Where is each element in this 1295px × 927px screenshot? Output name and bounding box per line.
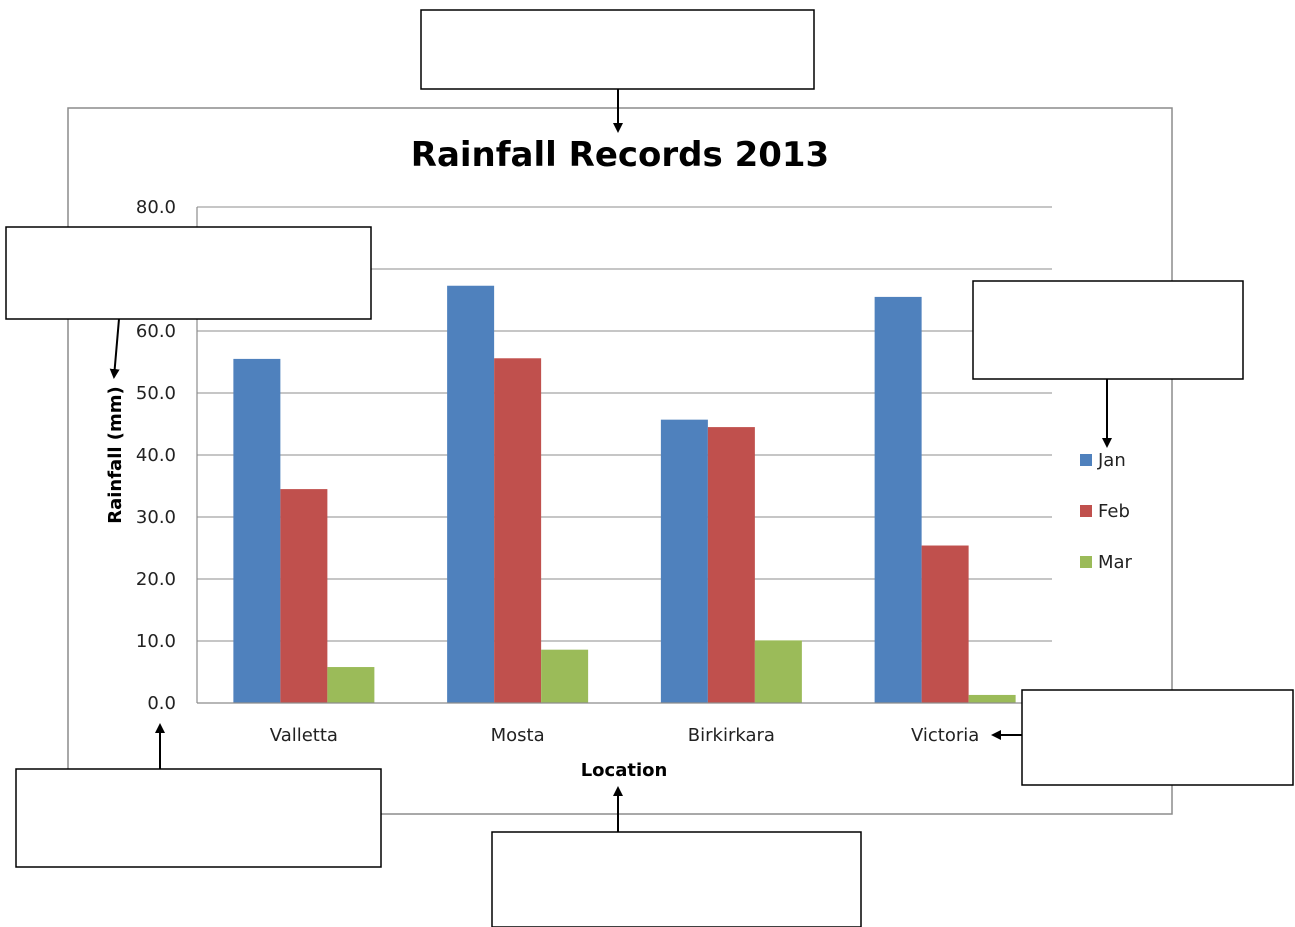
bar-feb-mosta [494, 358, 542, 703]
bar-jan-mosta [447, 285, 495, 703]
bar-mar-mosta [541, 649, 589, 703]
y-tick-label: 60.0 [136, 321, 176, 342]
legend-label-feb: Feb [1098, 501, 1130, 522]
bar-mar-valletta [327, 667, 375, 703]
x-category-label: Mosta [491, 725, 545, 746]
bar-jan-birkirkara [660, 419, 708, 703]
bar-feb-victoria [921, 545, 969, 703]
annotation-box-category-label [1021, 689, 1294, 786]
bar-jan-valletta [233, 358, 281, 703]
bar-mar-birkirkara [754, 640, 802, 703]
bar-jan-victoria [874, 296, 922, 703]
annotation-box-y-axis-title [5, 226, 372, 320]
x-axis-title: Location [581, 760, 668, 781]
bar-feb-birkirkara [707, 427, 755, 703]
x-category-label: Victoria [911, 725, 979, 746]
annotation-box-y-axis-origin [15, 768, 382, 868]
y-tick-label: 30.0 [136, 507, 176, 528]
x-category-label: Valletta [270, 725, 338, 746]
x-axis-category-labels: Valletta Mosta Birkirkara Victoria [270, 725, 980, 746]
x-category-label: Birkirkara [688, 725, 775, 746]
chart-title: Rainfall Records 2013 [411, 135, 829, 175]
legend-swatch-mar [1080, 556, 1092, 568]
y-axis-title: Rainfall (mm) [105, 386, 126, 524]
y-tick-label: 10.0 [136, 631, 176, 652]
y-tick-label: 40.0 [136, 445, 176, 466]
annotation-box-legend [972, 280, 1244, 380]
legend-label-mar: Mar [1098, 552, 1133, 573]
bars [233, 285, 1016, 703]
y-tick-label: 20.0 [136, 569, 176, 590]
legend-label-jan: Jan [1097, 450, 1126, 471]
legend: Jan Feb Mar [1080, 450, 1133, 573]
bar-feb-valletta [280, 489, 328, 703]
legend-swatch-feb [1080, 505, 1092, 517]
arrow-to-y-axis-title [109, 318, 120, 379]
annotation-box-title [420, 9, 815, 90]
annotation-box-x-axis-title [491, 831, 862, 927]
legend-swatch-jan [1080, 454, 1092, 466]
y-tick-label: 80.0 [136, 197, 176, 218]
y-tick-label: 0.0 [147, 693, 176, 714]
y-tick-label: 50.0 [136, 383, 176, 404]
bar-mar-victoria [968, 694, 1016, 703]
